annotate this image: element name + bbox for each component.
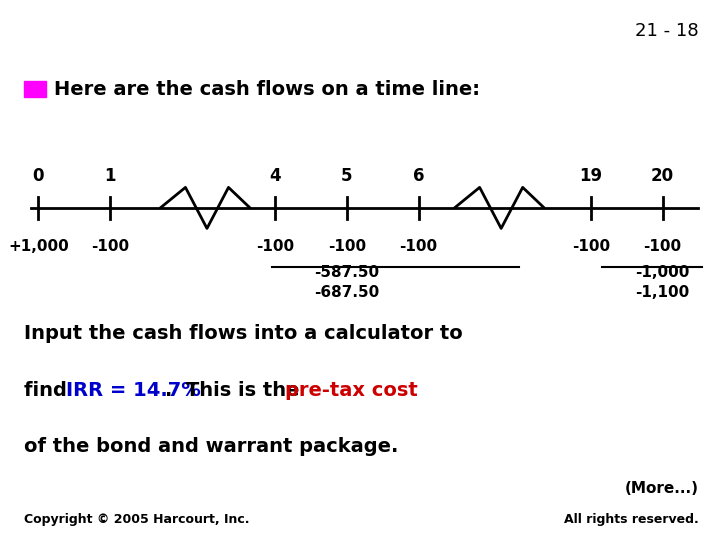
Text: pre-tax cost: pre-tax cost xyxy=(285,381,418,400)
Text: 1: 1 xyxy=(104,167,116,185)
Text: -100: -100 xyxy=(256,239,294,254)
Text: 5: 5 xyxy=(341,167,353,185)
Text: Input the cash flows into a calculator to: Input the cash flows into a calculator t… xyxy=(24,324,463,343)
Text: (More...): (More...) xyxy=(624,481,698,496)
Bar xyxy=(24,81,45,97)
Text: find: find xyxy=(24,381,73,400)
Text: 0: 0 xyxy=(32,167,44,185)
Text: -1,100: -1,100 xyxy=(636,285,690,300)
Text: -687.50: -687.50 xyxy=(314,285,379,300)
Text: Copyright © 2005 Harcourt, Inc.: Copyright © 2005 Harcourt, Inc. xyxy=(24,514,250,526)
Text: .  This is the: . This is the xyxy=(165,381,306,400)
Text: IRR = 14.7%: IRR = 14.7% xyxy=(66,381,200,400)
Text: -100: -100 xyxy=(644,239,682,254)
Text: 19: 19 xyxy=(580,167,603,185)
Text: -100: -100 xyxy=(328,239,366,254)
Text: Here are the cash flows on a time line:: Here are the cash flows on a time line: xyxy=(54,79,480,99)
Text: +1,000: +1,000 xyxy=(8,239,68,254)
Text: -100: -100 xyxy=(91,239,129,254)
Text: All rights reserved.: All rights reserved. xyxy=(564,514,698,526)
Text: 6: 6 xyxy=(413,167,424,185)
Text: -100: -100 xyxy=(400,239,438,254)
Text: 20: 20 xyxy=(651,167,674,185)
Text: -1,000: -1,000 xyxy=(636,265,690,280)
Text: 4: 4 xyxy=(269,167,281,185)
Text: of the bond and warrant package.: of the bond and warrant package. xyxy=(24,437,398,456)
Text: -587.50: -587.50 xyxy=(315,265,379,280)
Text: 21 - 18: 21 - 18 xyxy=(635,22,698,39)
Text: -100: -100 xyxy=(572,239,610,254)
